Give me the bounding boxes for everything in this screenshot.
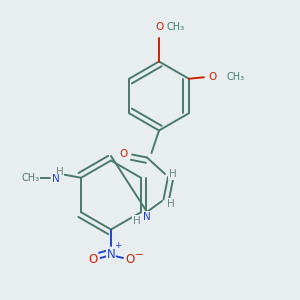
- Text: H: H: [169, 169, 176, 179]
- Text: CH₃: CH₃: [167, 22, 184, 32]
- Text: O: O: [155, 22, 163, 32]
- Text: O: O: [88, 253, 98, 266]
- Text: O: O: [209, 72, 217, 82]
- Text: H: H: [56, 167, 63, 177]
- Text: O: O: [119, 149, 127, 160]
- Text: N: N: [52, 174, 59, 184]
- Text: N: N: [142, 212, 150, 222]
- Text: −: −: [134, 250, 143, 260]
- Text: CH₃: CH₃: [226, 72, 244, 82]
- Text: CH₃: CH₃: [21, 173, 39, 183]
- Text: +: +: [114, 242, 122, 250]
- Text: N: N: [106, 248, 116, 262]
- Text: H: H: [167, 199, 175, 209]
- Text: O: O: [126, 253, 135, 266]
- Text: H: H: [133, 215, 140, 226]
